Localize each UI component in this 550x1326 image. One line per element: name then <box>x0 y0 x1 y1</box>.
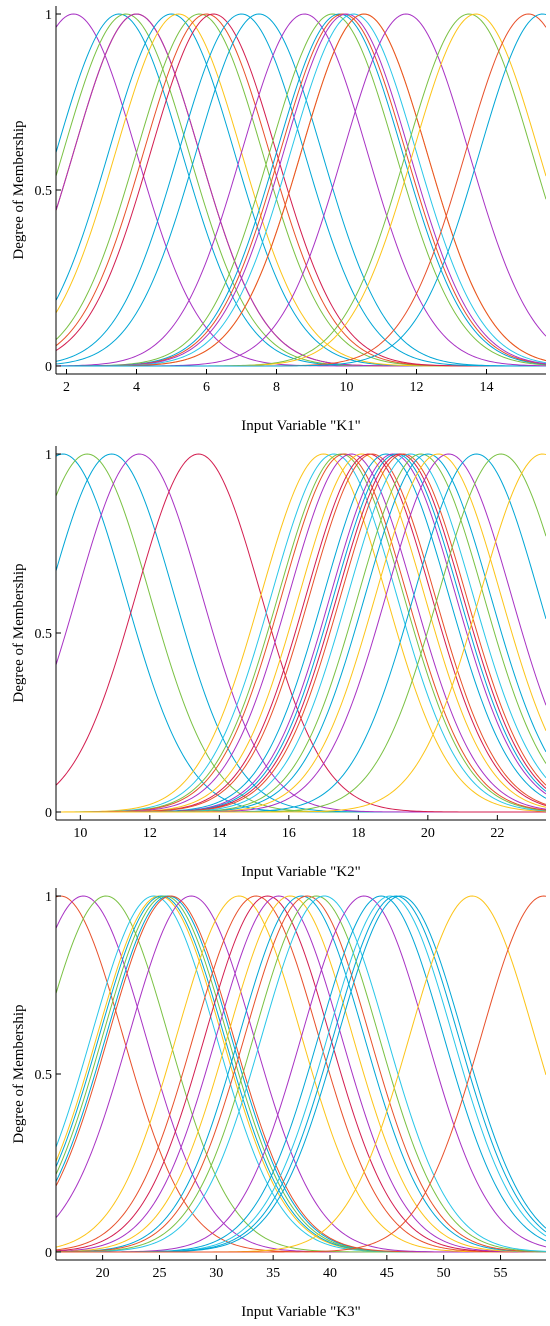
membership-curve-23 <box>56 453 546 813</box>
x-tick-label: 12 <box>410 380 424 395</box>
membership-curve-15 <box>56 453 546 813</box>
membership-curve-11 <box>56 13 546 367</box>
x-tick-label: 4 <box>133 380 140 395</box>
series-group <box>56 453 546 813</box>
membership-curve-14 <box>56 895 546 1253</box>
y-tick-label: 1 <box>45 890 52 905</box>
y-axis-label: Degree of Membership <box>11 563 27 702</box>
x-tick-label: 45 <box>380 1266 394 1281</box>
x-axis-label: Input Variable "K3" <box>241 1304 360 1320</box>
membership-curve-22 <box>56 453 546 813</box>
membership-curve-15 <box>56 13 546 367</box>
x-tick-label: 16 <box>282 826 296 841</box>
x-tick-label: 40 <box>323 1266 337 1281</box>
membership-curve-14 <box>56 453 546 813</box>
plot-panel-3: 0 0.5 1 20 25 30 35 40 45 50 55 Input Variable "K3"… <box>11 888 546 1320</box>
membership-curve-6 <box>56 453 546 813</box>
y-tick-label: 0 <box>45 806 52 821</box>
y-tick-label: 0.5 <box>35 1068 53 1083</box>
x-tick-label: 20 <box>421 826 435 841</box>
membership-curve-8 <box>56 453 546 813</box>
membership-curve-13 <box>56 453 546 813</box>
x-tick-label: 10 <box>340 380 354 395</box>
membership-curve-12 <box>56 453 546 813</box>
y-tick-label: 0 <box>45 360 52 375</box>
membership-curve-13 <box>56 895 546 1253</box>
x-tick-label: 25 <box>152 1266 166 1281</box>
y-axis-label: Degree of Membership <box>11 120 27 259</box>
membership-curve-20 <box>56 453 546 813</box>
x-tick-label: 10 <box>73 826 87 841</box>
membership-curve-3 <box>56 453 546 813</box>
membership-curve-21 <box>56 13 546 367</box>
membership-curve-17 <box>56 453 546 813</box>
membership-curve-12 <box>56 895 546 1253</box>
x-tick-label: 18 <box>351 826 365 841</box>
membership-curve-4 <box>56 453 546 813</box>
membership-curve-7 <box>56 453 546 813</box>
x-axis-label: Input Variable "K1" <box>241 418 360 434</box>
membership-curve-10 <box>56 453 546 813</box>
y-tick-label: 0.5 <box>35 627 53 642</box>
membership-curve-26 <box>56 895 546 1253</box>
membership-curve-19 <box>56 453 546 813</box>
x-tick-label: 14 <box>480 380 494 395</box>
membership-curve-5 <box>56 453 546 813</box>
y-tick-label: 0 <box>45 1246 52 1261</box>
membership-curve-25 <box>56 453 546 813</box>
membership-curve-14 <box>56 13 546 367</box>
membership-curve-21 <box>56 453 546 813</box>
membership-curve-17 <box>56 895 546 1253</box>
x-axis-label: Input Variable "K2" <box>241 864 360 880</box>
membership-curve-2 <box>56 453 546 813</box>
y-tick-label: 1 <box>45 8 52 23</box>
membership-curve-19 <box>56 895 546 1253</box>
y-tick-label: 1 <box>45 448 52 463</box>
membership-curve-26 <box>56 453 546 813</box>
membership-curve-18 <box>56 453 546 813</box>
membership-curve-16 <box>56 895 546 1253</box>
x-tick-label: 30 <box>209 1266 223 1281</box>
membership-curve-1 <box>56 453 546 813</box>
membership-curve-12 <box>56 13 546 367</box>
membership-curve-8 <box>56 13 546 367</box>
x-tick-label: 35 <box>266 1266 280 1281</box>
membership-curve-7 <box>56 895 546 1253</box>
membership-curve-16 <box>56 453 546 813</box>
x-tick-label: 8 <box>273 380 280 395</box>
x-tick-label: 22 <box>490 826 504 841</box>
plot-panel-2: 0 0.5 1 10 12 14 16 18 20 22 Input Variable "K2" De… <box>11 446 546 880</box>
membership-curve-26 <box>56 13 546 367</box>
y-tick-label: 0.5 <box>35 184 53 199</box>
series-group <box>56 895 546 1253</box>
x-tick-label: 2 <box>63 380 70 395</box>
x-tick-label: 14 <box>212 826 226 841</box>
membership-curve-15 <box>56 895 546 1253</box>
x-tick-label: 50 <box>437 1266 451 1281</box>
membership-curve-11 <box>56 453 546 813</box>
membership-curve-24 <box>56 453 546 813</box>
y-axis-label: Degree of Membership <box>11 1004 27 1143</box>
membership-curve-10 <box>56 895 546 1253</box>
series-group <box>56 13 546 367</box>
x-tick-label: 20 <box>96 1266 110 1281</box>
x-tick-label: 55 <box>494 1266 508 1281</box>
x-tick-label: 6 <box>203 380 210 395</box>
membership-curve-11 <box>56 895 546 1253</box>
membership-curve-18 <box>56 895 546 1253</box>
membership-curve-9 <box>56 453 546 813</box>
x-tick-label: 12 <box>143 826 157 841</box>
